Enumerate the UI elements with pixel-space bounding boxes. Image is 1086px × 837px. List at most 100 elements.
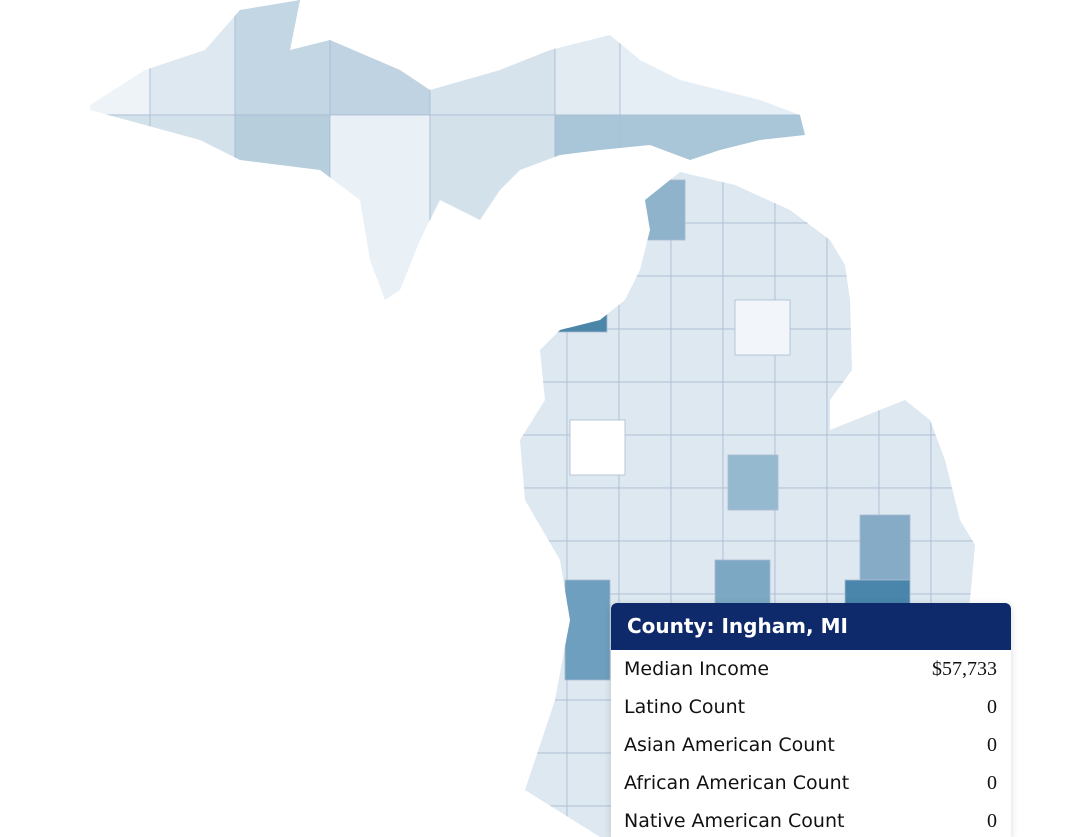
county <box>520 699 568 754</box>
county <box>722 172 776 224</box>
county <box>618 275 672 330</box>
county <box>639 179 686 241</box>
county <box>618 434 672 489</box>
county <box>826 275 880 330</box>
county <box>619 0 805 116</box>
row-value: 0 <box>987 734 997 756</box>
row-value: 0 <box>987 810 997 832</box>
county <box>618 540 672 595</box>
county <box>520 593 568 648</box>
row-value: 0 <box>987 772 997 794</box>
county <box>826 381 880 436</box>
county <box>670 328 724 383</box>
county <box>983 435 1035 488</box>
county <box>930 222 975 277</box>
row-label: Median Income <box>624 658 770 680</box>
county <box>554 269 608 333</box>
county <box>520 222 568 277</box>
county <box>566 699 620 754</box>
county <box>670 275 724 330</box>
county <box>774 172 828 224</box>
county <box>774 381 828 436</box>
county <box>774 487 828 542</box>
county <box>826 328 880 383</box>
county <box>727 454 779 511</box>
county <box>429 114 556 300</box>
county <box>983 329 1035 382</box>
county <box>734 299 791 356</box>
county <box>566 752 620 807</box>
tooltip-title: County: Ingham, MI <box>611 603 1011 650</box>
tooltip-row: African American Count 0 <box>611 764 1011 802</box>
county <box>826 172 880 224</box>
county <box>520 646 568 701</box>
county <box>520 805 568 837</box>
county <box>774 434 828 489</box>
row-label: Latino Count <box>624 696 746 718</box>
county <box>618 381 672 436</box>
county <box>930 275 975 330</box>
county <box>554 114 621 300</box>
county <box>566 275 620 330</box>
county <box>774 540 828 595</box>
row-label: African American Count <box>624 772 850 794</box>
county <box>859 514 911 581</box>
county <box>520 275 568 330</box>
county <box>670 381 724 436</box>
county <box>329 114 431 300</box>
county <box>930 328 975 383</box>
county <box>983 170 1035 223</box>
county <box>878 434 932 489</box>
row-value: 0 <box>987 696 997 718</box>
tooltip-row: Asian American Count 0 <box>611 726 1011 764</box>
county <box>930 434 975 489</box>
county <box>670 487 724 542</box>
county <box>569 419 626 476</box>
county <box>878 328 932 383</box>
county <box>520 487 568 542</box>
county <box>520 172 568 224</box>
county <box>826 434 880 489</box>
county <box>930 381 975 436</box>
county <box>566 172 620 224</box>
county <box>520 381 568 436</box>
county <box>520 540 568 595</box>
county <box>520 328 568 383</box>
county <box>149 0 236 116</box>
county <box>983 276 1035 329</box>
county <box>566 487 620 542</box>
county <box>983 223 1035 276</box>
county <box>878 222 932 277</box>
county <box>878 275 932 330</box>
county <box>774 222 828 277</box>
county <box>670 434 724 489</box>
county <box>90 0 151 116</box>
county <box>566 328 620 383</box>
row-label: Native American Count <box>624 810 845 832</box>
tooltip-row: Latino Count 0 <box>611 688 1011 726</box>
county <box>878 172 932 224</box>
county <box>983 382 1035 435</box>
tooltip: County: Ingham, MI Median Income $57,733 L… <box>611 603 1011 837</box>
row-value: $57,733 <box>932 658 997 680</box>
county <box>90 114 151 300</box>
county <box>930 487 975 542</box>
row-label: Asian American Count <box>624 734 835 756</box>
county <box>234 114 331 300</box>
county <box>429 0 556 116</box>
tooltip-row: Median Income $57,733 <box>611 650 1011 688</box>
county <box>554 0 621 116</box>
tooltip-row: Native American Count 0 <box>611 802 1011 837</box>
county <box>930 540 975 595</box>
county <box>618 487 672 542</box>
county <box>878 381 932 436</box>
county <box>983 488 1035 541</box>
county <box>329 0 431 116</box>
county <box>722 381 776 436</box>
county <box>618 328 672 383</box>
county <box>564 579 611 681</box>
county <box>826 222 880 277</box>
county <box>520 752 568 807</box>
county <box>566 222 620 277</box>
